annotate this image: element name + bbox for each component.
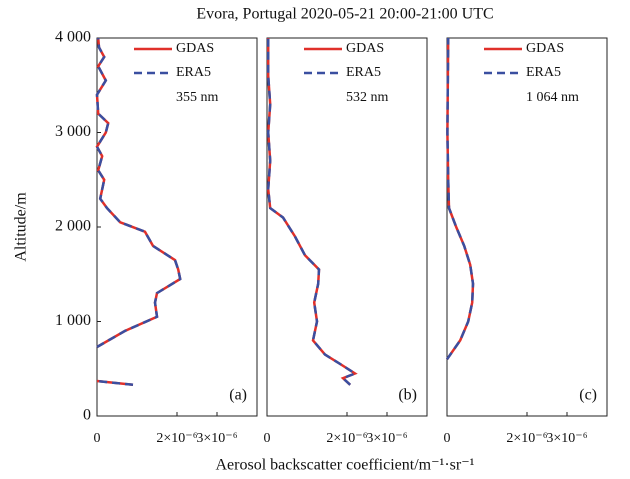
chart-title: Evora, Portugal 2020-05-21 20:00-21:00 U… [196, 6, 493, 23]
x-tick-label: 0 [444, 431, 451, 446]
y-tick-label: 2 000 [55, 218, 91, 235]
x-tick-label: 2×10⁻⁶ [326, 431, 367, 446]
x-tick-label: 0 [94, 431, 101, 446]
profile-line [266, 38, 358, 386]
y-tick-label: 0 [83, 407, 91, 424]
wavelength-label: 532 nm [346, 90, 389, 105]
x-tick-label: 2×10⁻⁶ [506, 431, 547, 446]
legend-label: GDAS [526, 41, 564, 56]
y-axis-label: Altitude/m [13, 192, 30, 262]
x-tick-label: 2×10⁻⁶ [156, 431, 197, 446]
legend-label: ERA5 [526, 65, 561, 80]
wavelength-label: 1 064 nm [526, 90, 579, 105]
legend-label: ERA5 [346, 65, 381, 80]
profile-line [266, 38, 358, 386]
legend-label: GDAS [346, 41, 384, 56]
y-tick-label: 3 000 [55, 123, 91, 140]
legend-label: GDAS [176, 41, 214, 56]
panel-label: (c) [579, 387, 597, 404]
profile-line [445, 37, 475, 361]
profile-line [445, 37, 475, 361]
x-tick-label: 3×10⁻⁶ [546, 431, 587, 446]
x-axis-label: Aerosol backscatter coefficient/m⁻¹·sr⁻¹ [216, 457, 475, 474]
x-tick-label: 3×10⁻⁶ [366, 431, 407, 446]
x-tick-label: 0 [264, 431, 271, 446]
panel-label: (b) [398, 387, 417, 404]
y-tick-label: 4 000 [55, 29, 91, 46]
y-tick-label: 1 000 [55, 312, 91, 329]
wavelength-label: 355 nm [176, 90, 219, 105]
legend-label: ERA5 [176, 65, 211, 80]
x-tick-label: 3×10⁻⁶ [196, 431, 237, 446]
profile-line [95, 37, 182, 387]
panel-label: (a) [229, 387, 247, 404]
